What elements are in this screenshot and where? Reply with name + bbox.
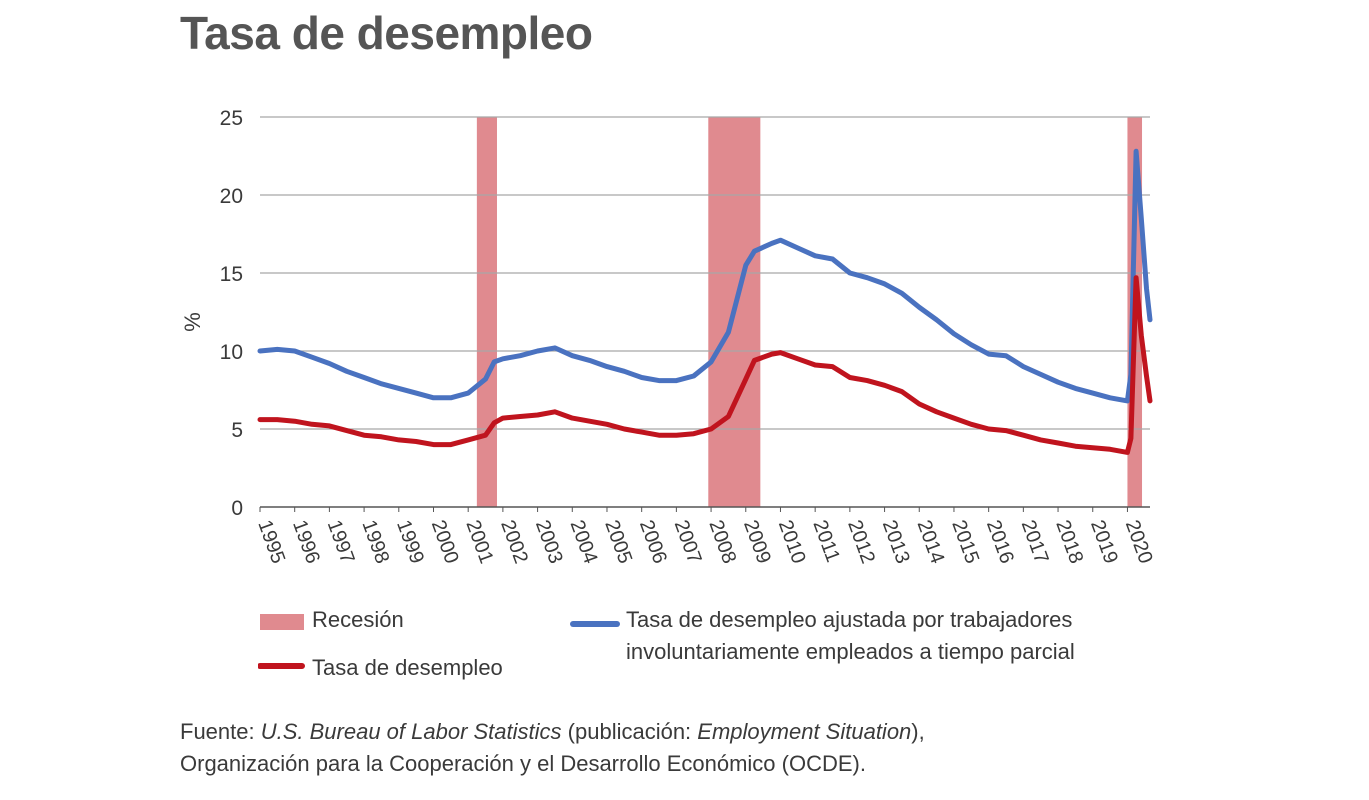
x-tick-label: 2001 <box>461 517 497 566</box>
x-tick-label: 2014 <box>913 517 949 566</box>
x-tick-label: 2016 <box>982 517 1018 566</box>
x-tick-label: 1998 <box>357 517 393 566</box>
x-tick-label: 2004 <box>566 517 602 566</box>
chart-area: 0510152025%19951996199719981999200020012… <box>180 107 1157 567</box>
source-line2: Organización para la Cooperación y el De… <box>180 751 866 776</box>
x-tick-label: 2000 <box>427 517 463 566</box>
y-tick-label: 20 <box>220 185 243 208</box>
x-tick-label: 2006 <box>635 517 671 566</box>
source-prefix: Fuente: <box>180 719 261 744</box>
x-tick-label: 2013 <box>878 517 914 566</box>
gridlines <box>260 116 1150 508</box>
legend-u6-label-line1: Tasa de desempleo ajustada por trabajado… <box>626 607 1073 632</box>
y-axis-label: % <box>180 312 205 332</box>
series-lines <box>257 148 1153 455</box>
x-tick-label: 2003 <box>531 517 567 566</box>
source-note: Fuente: U.S. Bureau of Labor Statistics … <box>180 716 925 780</box>
legend-u6-swatch <box>570 621 620 627</box>
x-tick-label: 2005 <box>600 517 636 566</box>
x-tick-label: 2020 <box>1121 517 1157 566</box>
x-tick-label: 1995 <box>253 517 289 566</box>
legend-u3-swatch <box>258 663 305 669</box>
recession-bands <box>476 117 1143 507</box>
x-tick-label: 1999 <box>392 517 428 566</box>
legend-recession-label: Recesión <box>312 607 404 632</box>
x-tick-label: 2009 <box>739 517 775 566</box>
y-tick-label: 0 <box>231 497 243 520</box>
source-suffix: ), <box>911 719 925 744</box>
x-tick-label: 2007 <box>670 517 706 566</box>
y-tick-label: 10 <box>220 341 243 364</box>
x-tick-label: 1997 <box>323 517 359 566</box>
source-org: U.S. Bureau of Labor Statistics <box>260 719 562 744</box>
source-mid: (publicación: <box>561 719 698 744</box>
x-tick-label: 2010 <box>774 517 810 566</box>
x-tick-label: 2002 <box>496 517 532 566</box>
legend-u6-label: Tasa de desempleo ajustada por trabajado… <box>626 604 1075 668</box>
series-line-u3 <box>257 275 1153 455</box>
series-line-u6 <box>257 148 1153 404</box>
y-tick-label: 15 <box>220 263 243 286</box>
x-tick-label: 2008 <box>704 517 740 566</box>
x-tick-label: 2011 <box>808 517 843 565</box>
chart-title: Tasa de desempleo <box>180 7 593 59</box>
y-tick-label: 25 <box>220 107 243 130</box>
legend-u3-label: Tasa de desempleo <box>312 655 503 680</box>
x-tick-label: 1996 <box>288 517 324 566</box>
legend-recession-swatch <box>260 614 304 630</box>
y-tick-label: 5 <box>231 419 243 442</box>
x-tick-label: 2019 <box>1086 517 1122 566</box>
x-tick-label: 2017 <box>1017 517 1053 566</box>
recession-band-1 <box>476 117 497 507</box>
source-publication: Employment Situation <box>697 719 912 744</box>
legend-u6-label-line2: involuntariamente empleados a tiempo par… <box>626 639 1075 664</box>
x-tick-label: 2012 <box>843 517 879 566</box>
x-tick-label: 2018 <box>1051 517 1087 566</box>
axes: 0510152025%19951996199719981999200020012… <box>180 107 1157 567</box>
x-tick-label: 2015 <box>947 517 983 566</box>
recession-swatch-rect <box>260 614 304 630</box>
